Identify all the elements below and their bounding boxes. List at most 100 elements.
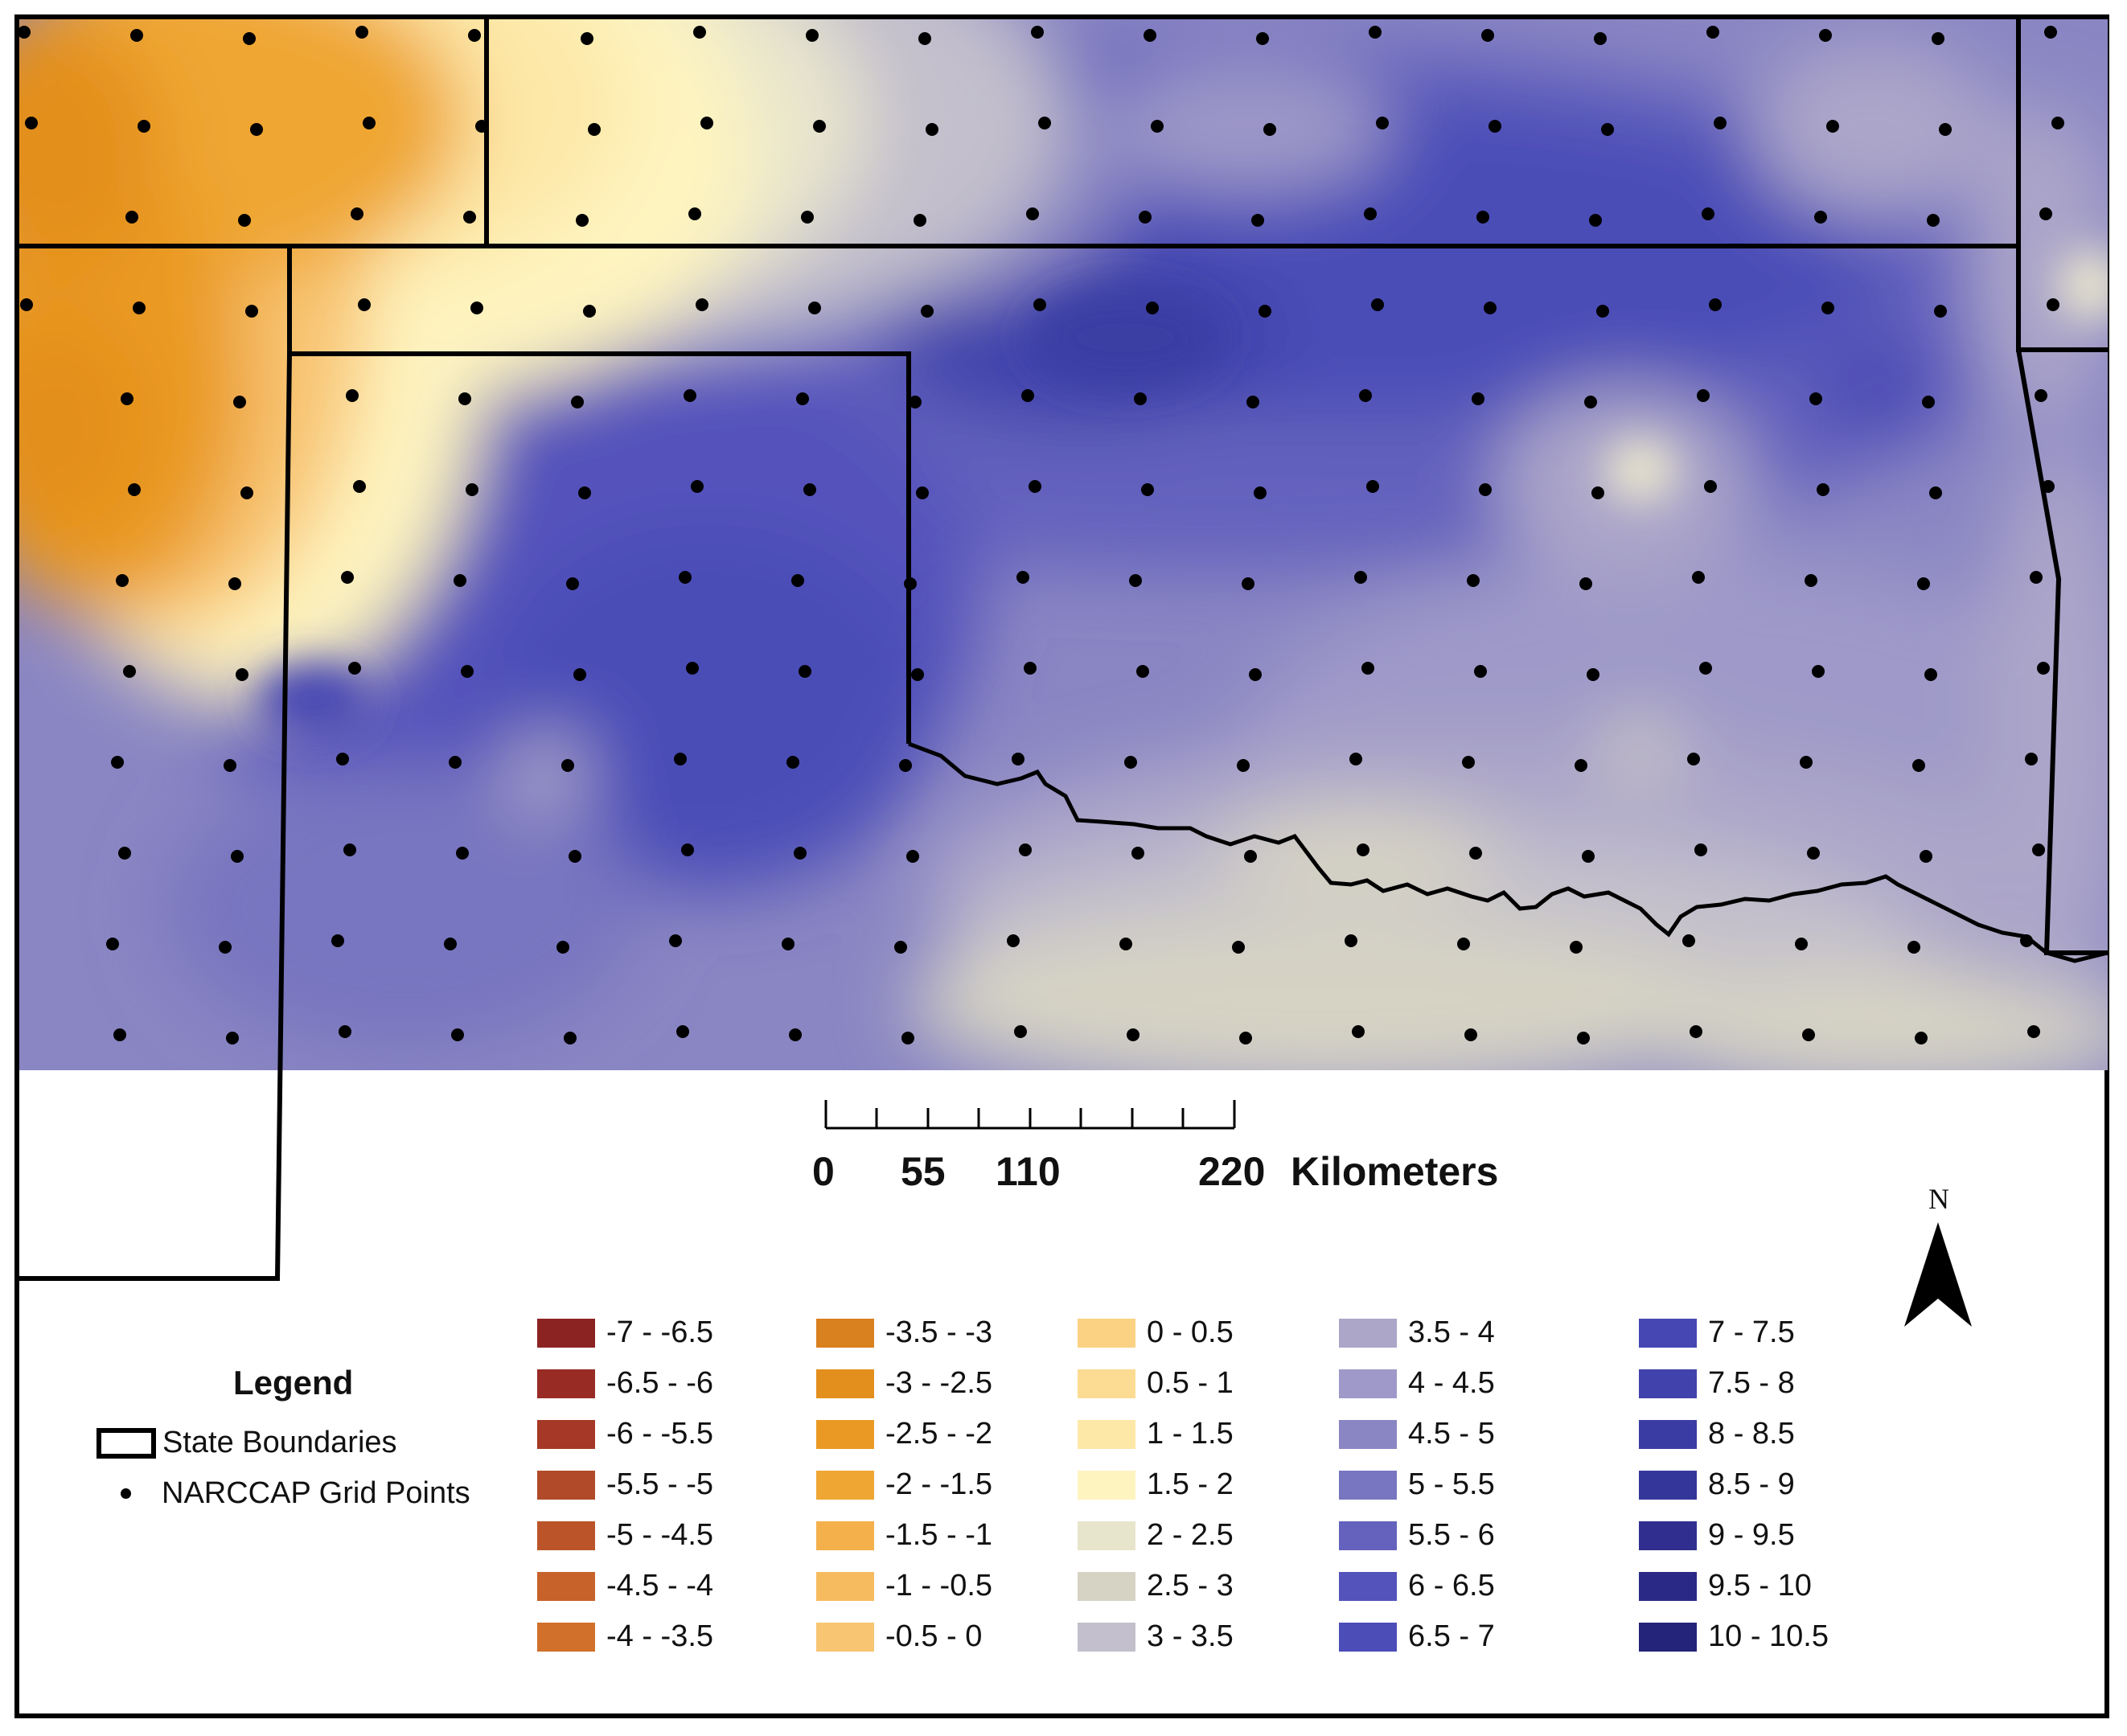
legend-class-label: 8 - 8.5 — [1708, 1417, 1795, 1451]
grid-point — [238, 214, 251, 227]
legend-class-29: 7.5 - 8 — [1639, 1366, 1795, 1401]
grid-point — [111, 756, 124, 769]
grid-point — [1694, 843, 1707, 856]
legend-class-14: 0 - 0.5 — [1078, 1315, 1234, 1350]
legend-class-label: -6 - -5.5 — [606, 1417, 714, 1451]
legend-class-31: 8.5 - 9 — [1639, 1467, 1795, 1502]
grid-point — [1369, 26, 1382, 39]
grid-point — [2027, 1025, 2040, 1038]
legend-class-1: -6.5 - -6 — [537, 1366, 713, 1401]
grid-point — [581, 32, 593, 45]
legend-class-0: -7 - -6.5 — [537, 1315, 713, 1350]
scale-label-0: 0 — [812, 1149, 835, 1194]
legend-swatch — [1339, 1419, 1397, 1449]
legend-class-label: -4 - -3.5 — [606, 1619, 714, 1653]
grid-point — [1146, 302, 1159, 314]
legend-swatch — [1339, 1369, 1397, 1398]
grid-point — [1481, 29, 1494, 42]
grid-point — [1014, 1025, 1027, 1038]
grid-point — [1814, 211, 1827, 224]
grid-point — [1800, 756, 1813, 769]
legend-class-label: 1 - 1.5 — [1147, 1417, 1234, 1451]
grid-point — [674, 753, 687, 765]
grid-point — [808, 302, 821, 314]
scale-label-110: 110 — [996, 1149, 1061, 1194]
legend-class-label: -3.5 - -3 — [885, 1315, 993, 1349]
grid-point — [449, 756, 462, 769]
grid-point — [1927, 214, 1940, 227]
grid-point — [566, 577, 579, 590]
grid-point — [1682, 934, 1695, 947]
grid-point — [1239, 1032, 1252, 1044]
legend-class-label: -2 - -1.5 — [885, 1467, 993, 1501]
grid-point — [2039, 207, 2052, 220]
legend-class-30: 8 - 8.5 — [1639, 1417, 1795, 1451]
grid-point — [1812, 665, 1825, 678]
grid-point — [1012, 753, 1024, 765]
grid-point — [1934, 305, 1947, 318]
legend-swatch — [537, 1318, 595, 1348]
grid-point — [130, 29, 143, 42]
state-boundaries — [19, 19, 2109, 1281]
grid-point — [1254, 486, 1267, 499]
grid-point — [1357, 843, 1369, 856]
narccap-grid-points — [18, 26, 2064, 1044]
grid-point — [336, 753, 349, 765]
grid-point — [1462, 756, 1475, 769]
legend-swatch — [1078, 1369, 1135, 1398]
grid-point — [679, 571, 692, 584]
legend-class-25: 5.5 - 6 — [1339, 1518, 1495, 1553]
legend-class-27: 6.5 - 7 — [1339, 1619, 1495, 1654]
grid-point — [475, 120, 488, 133]
legend-swatch — [537, 1470, 595, 1500]
legend-swatch — [816, 1318, 874, 1348]
grid-point — [1354, 571, 1367, 584]
grid-point — [1915, 1032, 1928, 1044]
legend-swatch — [1639, 1470, 1697, 1500]
grid-point — [226, 1032, 239, 1044]
grid-point — [2051, 117, 2064, 129]
grid-point — [461, 665, 474, 678]
grid-point — [125, 211, 138, 224]
grid-point — [1594, 32, 1607, 45]
legend-class-label: 10 - 10.5 — [1708, 1619, 1829, 1653]
grid-point — [1697, 389, 1710, 402]
legend-swatch — [1078, 1622, 1135, 1652]
legend-swatch — [816, 1419, 874, 1449]
grid-point — [18, 26, 31, 39]
grid-point — [1807, 847, 1820, 860]
grid-point — [693, 26, 706, 39]
grid-point — [1795, 938, 1808, 950]
legend-class-28: 7 - 7.5 — [1639, 1315, 1795, 1350]
grid-point — [799, 665, 811, 678]
grid-point — [578, 486, 591, 499]
grid-point — [121, 392, 133, 405]
grid-point — [786, 756, 799, 769]
grid-point — [801, 211, 814, 224]
legend-swatch — [816, 1369, 874, 1398]
legend-swatch — [816, 1470, 874, 1500]
grid-point — [1596, 305, 1609, 318]
grid-point — [916, 486, 929, 499]
grid-point — [228, 577, 241, 590]
legend-class-label: -2.5 - -2 — [885, 1417, 993, 1451]
grid-point — [25, 117, 38, 129]
grid-point — [1464, 1028, 1477, 1041]
grid-point — [1021, 389, 1034, 402]
grid-point — [911, 668, 924, 681]
grid-point — [1817, 483, 1829, 496]
legend-class-label: -5.5 - -5 — [606, 1467, 714, 1501]
grid-point — [681, 843, 694, 856]
legend-swatch — [1639, 1369, 1697, 1398]
legend-class-8: -3 - -2.5 — [816, 1366, 992, 1401]
grid-point — [1484, 302, 1497, 314]
legend-class-21: 3.5 - 4 — [1339, 1315, 1495, 1350]
legend-class-22: 4 - 4.5 — [1339, 1366, 1495, 1401]
grid-point — [1932, 32, 1944, 45]
grid-point — [1038, 117, 1051, 129]
grid-point — [1246, 396, 1259, 408]
grid-point — [2035, 389, 2047, 402]
grid-point — [1359, 389, 1372, 402]
grid-point — [1917, 577, 1930, 590]
legend-swatch — [816, 1521, 874, 1550]
